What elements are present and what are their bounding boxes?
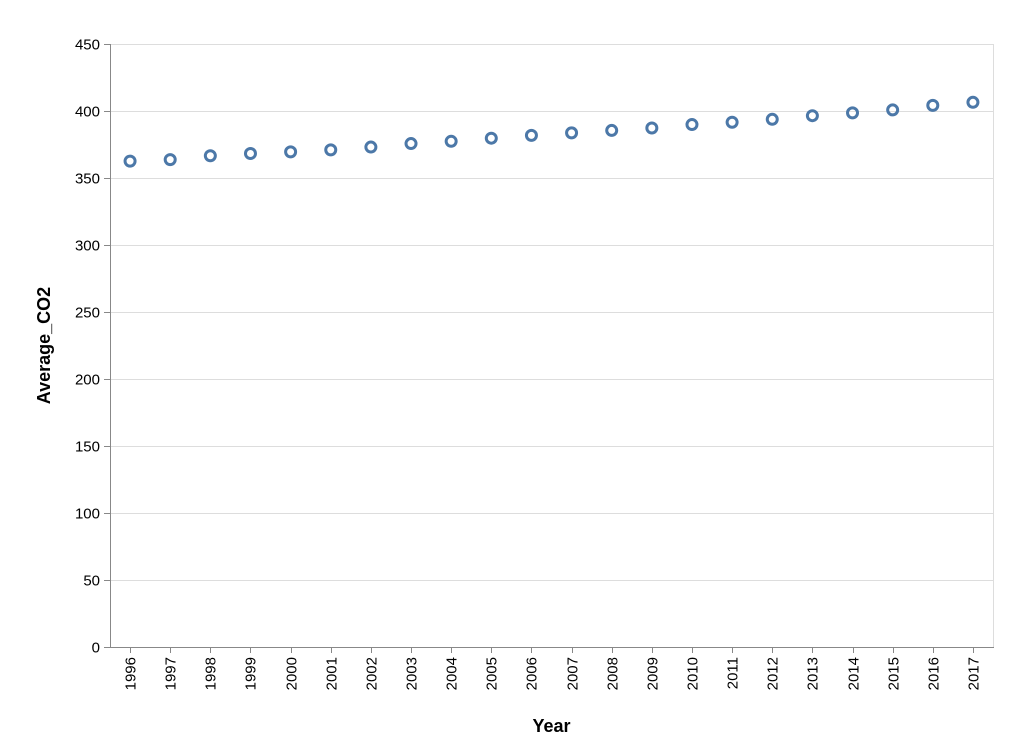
x-tick-label: 2010 [685,657,702,690]
data-point [645,121,659,135]
x-tick-label: 2013 [805,657,822,690]
y-tick-label: 450 [75,37,100,54]
x-tick-label: 2015 [886,657,903,690]
data-point [926,98,940,112]
y-tick-label: 150 [75,439,100,456]
x-tick-label: 2012 [765,657,782,690]
data-point [203,149,217,163]
y-tick-label: 50 [83,573,100,590]
x-tick-label: 2000 [284,657,301,690]
x-tick-label: 2017 [966,657,983,690]
x-tick-label: 1998 [203,657,220,690]
x-tick-label: 2003 [404,657,421,690]
x-tick-label: 2007 [565,657,582,690]
data-point [565,126,579,140]
x-tick-label: 2009 [645,657,662,690]
data-point [284,145,298,159]
grid-lines [110,44,994,647]
x-tick-label: 2011 [725,657,742,689]
x-axis-title: Year [532,716,570,736]
data-point [966,95,980,109]
x-tick-label: 2006 [524,657,541,690]
axes: 0 50 100 150 200 250 300 350 400 450 1996 1997 1998 1… [75,37,994,690]
y-tick-label: 0 [92,640,100,657]
x-tick-label: 2016 [926,657,943,690]
y-tick-label: 400 [75,104,100,121]
y-tick-label: 200 [75,372,100,389]
data-point [765,112,779,126]
x-tick-label: 2002 [364,657,381,690]
data-point [685,118,699,132]
x-tick-label: 1999 [243,657,260,690]
data-point [605,123,619,137]
data-point [364,140,378,154]
data-point [123,154,137,168]
x-tick-label: 1996 [123,657,140,690]
data-point [404,137,418,151]
y-axis-title: Average_CO2 [34,287,54,404]
x-tick-label: 2008 [605,657,622,690]
x-tick-label: 2001 [324,657,341,690]
y-tick-label: 350 [75,171,100,188]
y-tick-label: 100 [75,506,100,523]
x-tick-label: 1997 [163,657,180,690]
data-point [484,131,498,145]
data-point [725,115,739,129]
data-point [805,109,819,123]
x-tick-label: 2014 [846,657,863,690]
data-point [524,128,538,142]
y-tick-label: 250 [75,305,100,322]
data-point [846,106,860,120]
x-tick-label: 2004 [444,657,461,690]
data-point [163,153,177,167]
data-point [886,103,900,117]
data-point [444,134,458,148]
x-tick-label: 2005 [484,657,501,690]
data-point [324,143,338,157]
y-tick-label: 300 [75,238,100,255]
data-point [243,146,257,160]
data-points [123,95,980,168]
